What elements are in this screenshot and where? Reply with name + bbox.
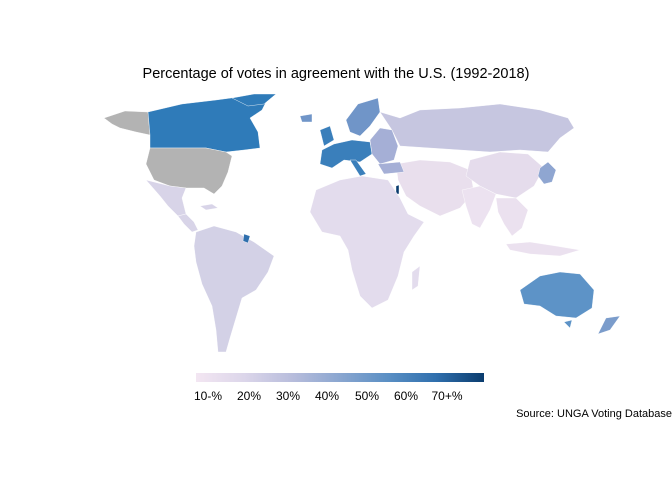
country-africa <box>309 175 425 309</box>
country-tasmania <box>563 319 573 329</box>
country-australia <box>519 271 595 319</box>
country-india <box>461 185 497 229</box>
country-usa <box>145 147 233 195</box>
country-indonesia <box>505 241 581 257</box>
legend-tick-label: 50% <box>354 389 380 403</box>
country-central-america <box>177 213 199 233</box>
legend-tick-label: 20% <box>236 389 262 403</box>
country-caribbean <box>199 203 219 211</box>
legend-color-bar <box>196 373 484 382</box>
country-western-europe <box>319 139 373 169</box>
country-uk-ireland <box>319 125 335 147</box>
country-russia <box>379 103 575 153</box>
country-iceland <box>299 113 313 123</box>
country-french-guiana <box>242 233 251 244</box>
legend-tick-label: 30% <box>275 389 301 403</box>
country-turkey <box>377 161 405 175</box>
country-japan-korea <box>537 161 557 185</box>
chart-title: Percentage of votes in agreement with th… <box>142 66 530 82</box>
legend-tick-label: 40% <box>314 389 340 403</box>
legend-tick-label: 70+% <box>431 389 463 403</box>
country-middle-east <box>395 159 475 217</box>
country-scandinavia <box>345 97 381 137</box>
country-south-america <box>193 225 275 353</box>
country-greenland <box>231 93 277 107</box>
legend-tick-label: 10-% <box>193 389 223 403</box>
country-se-asia <box>495 197 529 237</box>
country-alaska <box>103 110 151 136</box>
source-note: Source: UNGA Voting Database <box>516 408 672 420</box>
country-eastern-europe <box>369 127 399 165</box>
country-madagascar <box>411 265 421 291</box>
country-new-zealand <box>597 315 621 335</box>
country-italy <box>349 159 367 177</box>
country-israel <box>395 184 400 195</box>
country-china <box>465 151 545 199</box>
legend-tick-label: 60% <box>393 389 419 403</box>
